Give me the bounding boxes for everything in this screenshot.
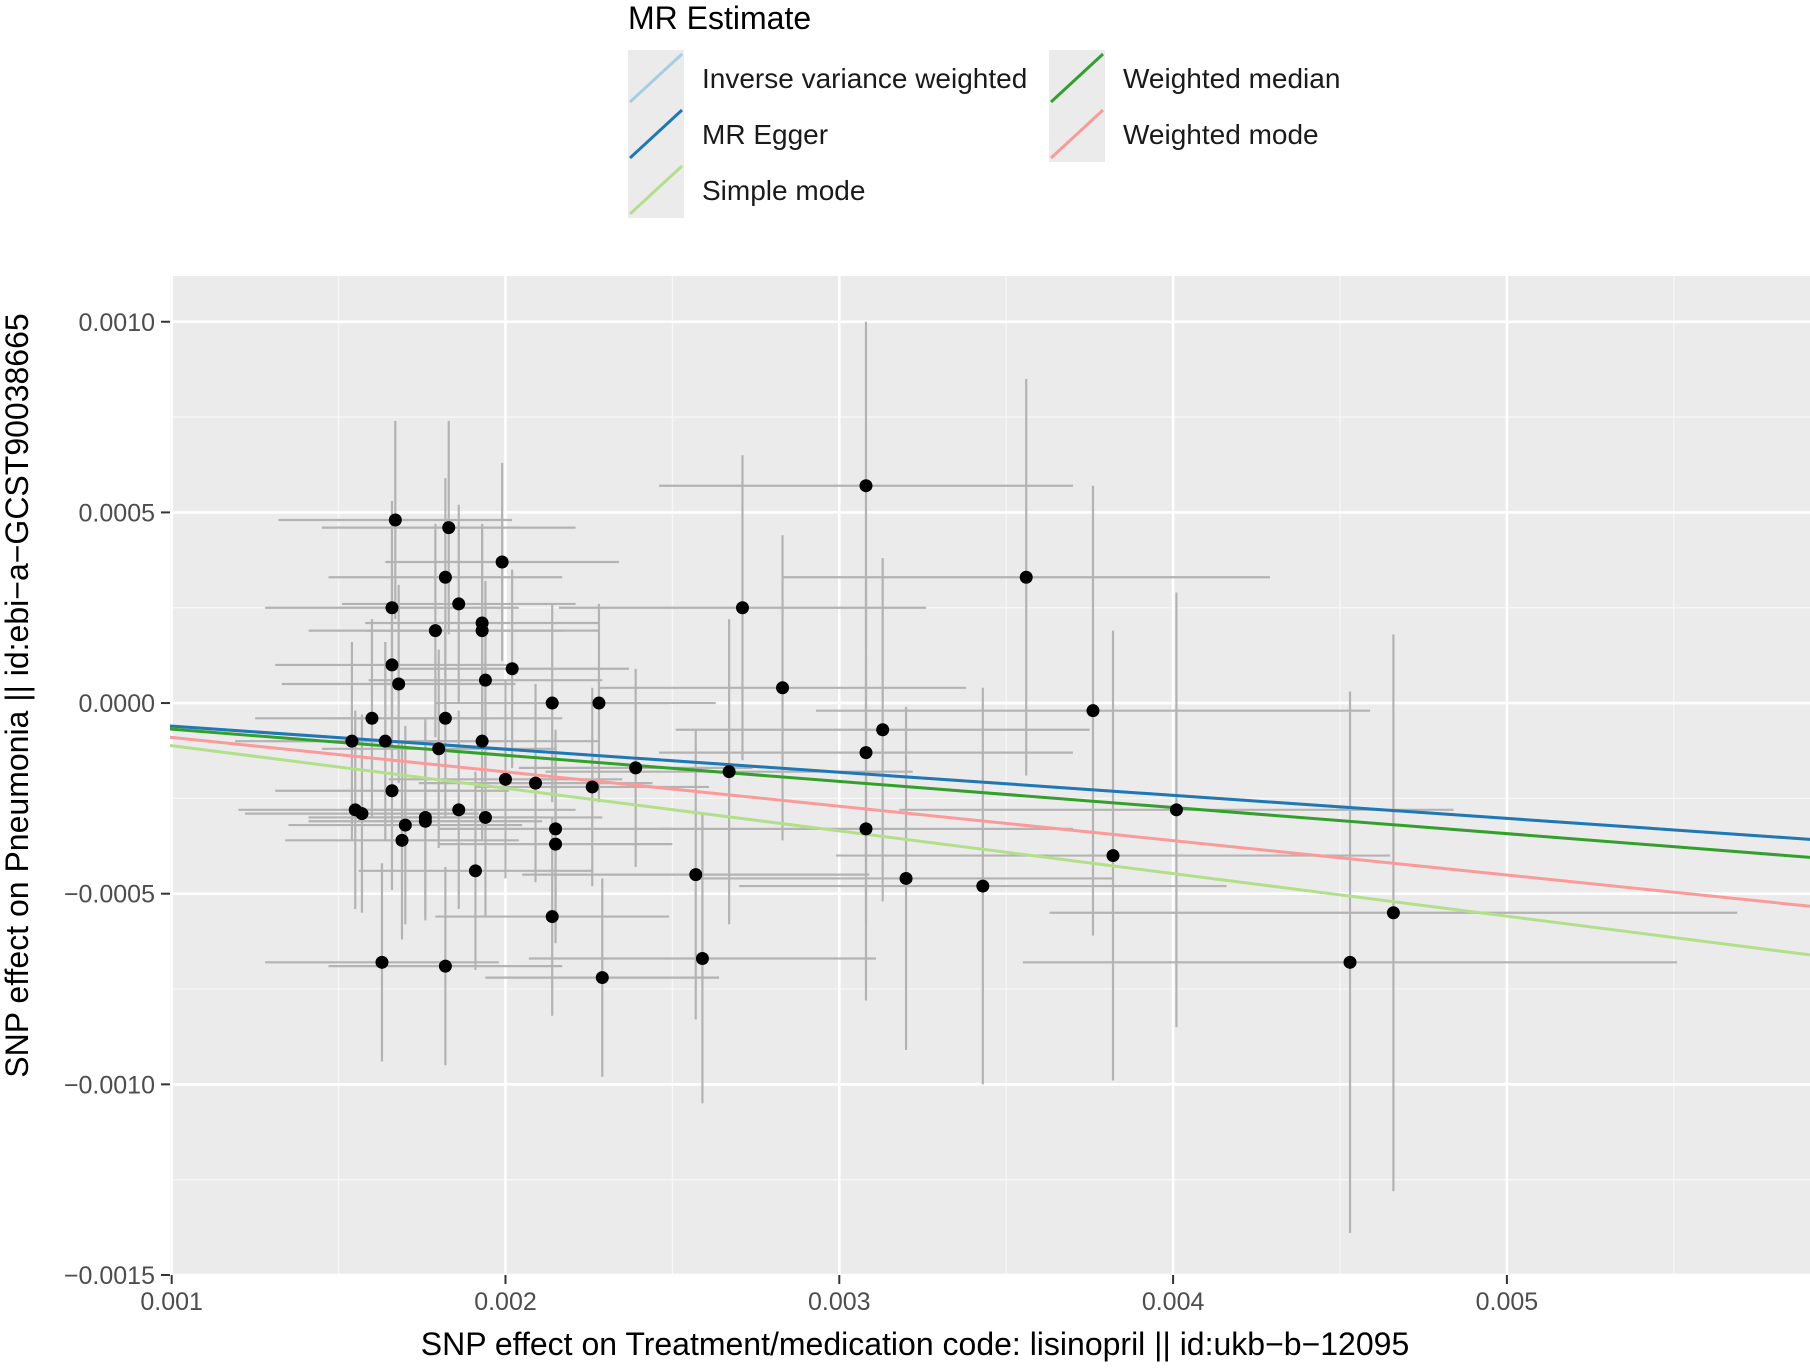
data-point <box>549 837 563 851</box>
data-point <box>1343 955 1357 969</box>
legend-label-mr-egger: MR Egger <box>702 119 828 150</box>
data-point <box>1019 570 1033 584</box>
y-tick-label: 0.0000 <box>79 690 155 718</box>
legend-swatch-weighted-median <box>1049 52 1105 104</box>
y-tick-label: −0.0015 <box>64 1262 155 1290</box>
data-point <box>468 864 482 878</box>
legend-swatch-mr-egger <box>628 108 684 160</box>
x-axis: 0.001 0.002 0.003 0.004 0.005 <box>140 1275 1538 1316</box>
data-point <box>385 658 399 672</box>
data-point <box>438 711 452 725</box>
line-weighted-mode <box>170 735 1810 908</box>
x-tick-label: 0.001 <box>140 1288 203 1316</box>
legend: MR Estimate Inverse variance weighted MR … <box>628 0 1340 218</box>
data-point <box>722 765 736 779</box>
data-point <box>545 696 559 710</box>
data-point <box>876 723 890 737</box>
data-point <box>418 814 432 828</box>
y-tick-label: −0.0005 <box>64 881 155 909</box>
data-point <box>585 780 599 794</box>
data-point <box>1086 704 1100 718</box>
data-point <box>478 673 492 687</box>
data-points <box>345 479 1400 985</box>
y-tick-label: −0.0010 <box>64 1071 155 1099</box>
data-point <box>375 955 389 969</box>
data-point <box>495 555 509 569</box>
legend-swatch-inverse-variance-weighted <box>628 52 684 104</box>
data-point <box>735 601 749 615</box>
legend-swatch-simple-mode <box>628 164 684 216</box>
data-point <box>689 868 703 882</box>
data-point <box>629 761 643 775</box>
data-point <box>776 681 790 695</box>
x-tick-label: 0.005 <box>1476 1288 1539 1316</box>
data-point <box>498 772 512 786</box>
legend-title: MR Estimate <box>628 0 811 36</box>
data-point <box>378 734 392 748</box>
data-point <box>438 570 452 584</box>
data-point <box>1106 849 1120 863</box>
data-point <box>505 662 519 676</box>
grid-minor <box>170 276 1810 1275</box>
x-tick-label: 0.003 <box>808 1288 871 1316</box>
data-point <box>1169 803 1183 817</box>
data-point <box>428 624 442 638</box>
x-tick-label: 0.002 <box>474 1288 537 1316</box>
data-point <box>976 879 990 893</box>
data-point <box>1386 906 1400 920</box>
data-point <box>355 807 369 821</box>
legend-swatch-weighted-mode <box>1049 108 1105 160</box>
data-point <box>452 597 466 611</box>
legend-label-simple-mode: Simple mode <box>702 175 865 206</box>
y-tick-label: 0.0005 <box>79 499 155 527</box>
data-point <box>388 513 402 527</box>
data-point <box>438 959 452 973</box>
x-axis-title: SNP effect on Treatment/medication code:… <box>421 1326 1409 1362</box>
data-point <box>385 784 399 798</box>
data-point <box>398 818 412 832</box>
data-point <box>859 746 873 760</box>
y-axis: 0.0010 0.0005 0.0000 −0.0005 −0.0010 −0.0015 <box>64 309 170 1290</box>
data-point <box>529 776 543 790</box>
legend-label-inverse-variance-weighted: Inverse variance weighted <box>702 63 1027 94</box>
data-point <box>545 910 559 924</box>
x-tick-label: 0.004 <box>1142 1288 1205 1316</box>
data-point <box>475 734 489 748</box>
legend-label-weighted-median: Weighted median <box>1123 63 1340 94</box>
data-point <box>365 711 379 725</box>
data-point <box>695 952 709 966</box>
data-point <box>592 696 606 710</box>
data-point <box>478 810 492 824</box>
data-point <box>345 734 359 748</box>
data-point <box>549 822 563 836</box>
data-point <box>395 833 409 847</box>
plot-panel <box>170 276 1810 1275</box>
data-point <box>595 971 609 985</box>
data-point <box>432 742 446 756</box>
data-point <box>452 803 466 817</box>
data-point <box>899 871 913 885</box>
legend-label-weighted-mode: Weighted mode <box>1123 119 1319 150</box>
data-point <box>859 479 873 493</box>
data-point <box>385 601 399 615</box>
data-point <box>392 677 406 691</box>
y-tick-label: 0.0010 <box>79 309 155 337</box>
line-simple-mode <box>170 743 1810 957</box>
data-point <box>859 822 873 836</box>
data-point <box>442 521 456 535</box>
data-point <box>475 624 489 638</box>
y-axis-title: SNP effect on Pneumonia || id:ebi−a−GCST… <box>0 313 35 1077</box>
